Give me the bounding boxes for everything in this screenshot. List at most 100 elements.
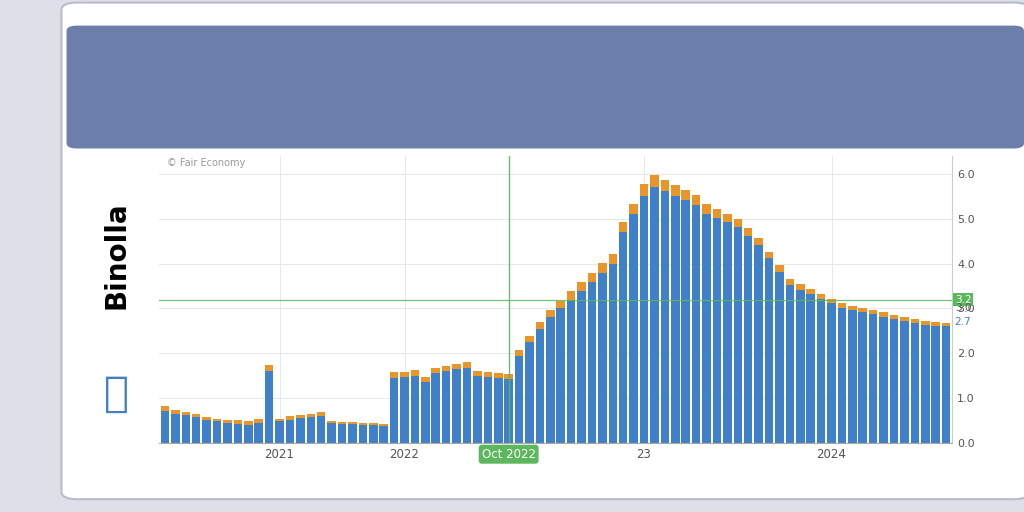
Bar	[827, 303, 836, 443]
Text: © Fair Economy: © Fair Economy	[167, 158, 245, 167]
Bar	[473, 376, 481, 443]
Bar	[775, 265, 783, 272]
Text: 3.2: 3.2	[954, 294, 972, 305]
Bar	[681, 200, 690, 443]
Bar	[556, 301, 565, 308]
Bar	[660, 180, 669, 191]
Text: ㏐: ㏐	[104, 373, 129, 415]
Bar	[910, 319, 920, 323]
Bar	[567, 291, 575, 300]
Bar	[932, 326, 940, 443]
Bar	[223, 420, 231, 423]
Bar	[630, 215, 638, 443]
Bar	[630, 204, 638, 215]
Bar	[463, 368, 471, 443]
Bar	[306, 417, 315, 443]
Bar	[942, 323, 950, 327]
Bar	[900, 321, 908, 443]
Bar	[536, 329, 544, 443]
Text: Binolla: Binolla	[102, 201, 131, 309]
Bar	[807, 294, 815, 443]
Bar	[296, 415, 304, 418]
Bar	[640, 184, 648, 196]
Bar	[203, 420, 211, 443]
Bar	[431, 368, 440, 373]
Bar	[223, 423, 231, 443]
Bar	[296, 418, 304, 443]
Bar	[890, 319, 898, 443]
Bar	[483, 372, 493, 377]
Bar	[598, 263, 606, 272]
Bar	[515, 350, 523, 355]
Bar	[411, 376, 419, 443]
Bar	[932, 322, 940, 326]
Bar	[191, 414, 201, 417]
Bar	[848, 306, 857, 310]
Bar	[838, 303, 846, 308]
Bar	[869, 310, 878, 314]
Bar	[213, 421, 221, 443]
Bar	[191, 417, 201, 443]
Bar	[515, 355, 523, 443]
Bar	[421, 377, 430, 382]
Bar	[453, 369, 461, 443]
FancyBboxPatch shape	[61, 3, 1024, 499]
Bar	[796, 290, 805, 443]
Bar	[316, 416, 326, 443]
Bar	[650, 175, 658, 186]
Bar	[755, 245, 763, 443]
Bar	[244, 425, 253, 443]
Bar	[848, 310, 857, 443]
Bar	[369, 423, 378, 425]
Bar	[380, 424, 388, 426]
Bar	[556, 308, 565, 443]
Bar	[618, 222, 628, 232]
Bar	[671, 196, 680, 443]
Bar	[723, 222, 731, 443]
Text: 2.7: 2.7	[954, 317, 972, 327]
Bar	[723, 214, 731, 222]
Bar	[692, 204, 700, 443]
Bar	[785, 280, 795, 285]
Bar	[161, 411, 169, 443]
Bar	[473, 371, 481, 376]
Bar	[536, 322, 544, 329]
Bar	[463, 362, 471, 368]
Bar	[338, 422, 346, 424]
Bar	[171, 414, 179, 443]
Bar	[817, 298, 825, 443]
Bar	[880, 316, 888, 443]
Bar	[442, 371, 451, 443]
Bar	[880, 312, 888, 316]
Bar	[598, 272, 606, 443]
Bar	[400, 377, 409, 443]
Bar	[306, 414, 315, 417]
Bar	[453, 364, 461, 369]
Bar	[494, 378, 503, 443]
Bar	[390, 372, 398, 378]
Bar	[275, 419, 284, 421]
Bar	[233, 420, 242, 423]
Bar	[921, 325, 930, 443]
Bar	[567, 300, 575, 443]
Bar	[660, 191, 669, 443]
Bar	[431, 373, 440, 443]
Bar	[161, 406, 169, 411]
Bar	[338, 424, 346, 443]
Bar	[900, 316, 908, 321]
Bar	[618, 232, 628, 443]
Bar	[505, 379, 513, 443]
Bar	[358, 425, 368, 443]
Bar	[181, 415, 190, 443]
Bar	[358, 423, 368, 425]
Bar	[733, 219, 742, 227]
Bar	[203, 417, 211, 420]
Bar	[286, 416, 294, 420]
Bar	[640, 196, 648, 443]
Bar	[171, 410, 179, 414]
Bar	[713, 209, 721, 218]
Bar	[244, 421, 253, 425]
Bar	[380, 426, 388, 443]
Bar	[827, 298, 836, 303]
Bar	[702, 214, 711, 443]
